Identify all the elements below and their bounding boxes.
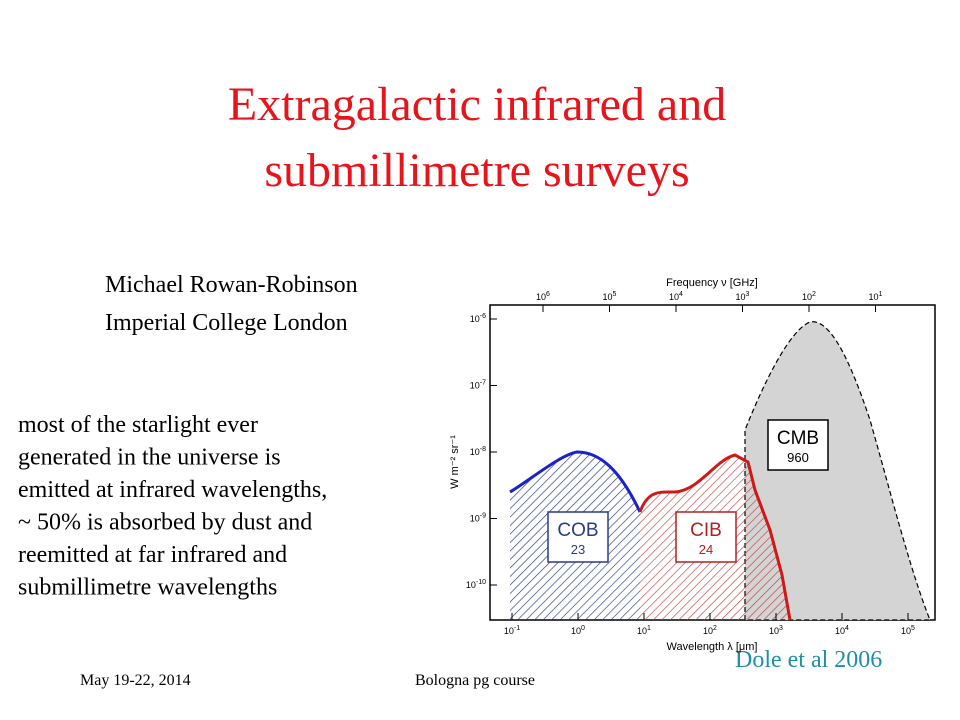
affiliation: Imperial College London xyxy=(105,310,348,336)
tick-exponent: 1 xyxy=(647,625,651,632)
top-tick-label: 102 xyxy=(802,291,816,302)
tick-base: 10 xyxy=(466,580,476,590)
tick-exponent: 3 xyxy=(746,291,750,298)
tick-exponent: -6 xyxy=(480,313,486,320)
tick-base: 10 xyxy=(669,292,679,302)
bottom-tick-label: 102 xyxy=(703,625,717,636)
tick-base: 10 xyxy=(703,626,713,636)
component-value: 23 xyxy=(571,542,585,557)
y-tick-label: 10-6 xyxy=(470,313,486,324)
tick-exponent: 5 xyxy=(613,291,617,298)
tick-base: 10 xyxy=(869,292,879,302)
title-line: Extragalactic infrared and xyxy=(228,78,726,131)
body-line: ~ 50% is absorbed by dust and xyxy=(18,510,312,536)
body-line: most of the starlight ever xyxy=(18,412,258,438)
tick-base: 10 xyxy=(504,626,514,636)
y-tick-label: 10-9 xyxy=(470,513,486,524)
body-line: emitted at infrared wavelengths, xyxy=(18,477,327,503)
component-name: CMB xyxy=(777,428,819,449)
cmb-area xyxy=(744,321,931,621)
footer-date: May 19-22, 2014 xyxy=(80,672,191,689)
top-tick-label: 101 xyxy=(869,291,883,302)
tick-exponent: -10 xyxy=(476,579,486,586)
tick-base: 10 xyxy=(769,626,779,636)
bottom-tick-label: 105 xyxy=(901,625,915,636)
y-axis-label: W m⁻² sr⁻¹ xyxy=(449,435,461,489)
author: Michael Rowan-Robinson xyxy=(105,272,358,298)
component-value: 960 xyxy=(787,450,809,465)
bottom-tick-label: 104 xyxy=(835,625,849,636)
body-text: most of the starlight ever generated in t… xyxy=(18,412,327,601)
top-tick-label: 103 xyxy=(736,291,750,302)
component-box xyxy=(547,511,609,563)
top-tick-label: 105 xyxy=(603,291,617,302)
tick-base: 10 xyxy=(736,292,746,302)
bottom-tick-label: 103 xyxy=(769,625,783,636)
tick-base: 10 xyxy=(571,626,581,636)
tick-exponent: 1 xyxy=(879,291,883,298)
bottom-axis-label: Wavelength λ [μm] xyxy=(667,641,758,653)
component-box xyxy=(675,511,737,563)
tick-base: 10 xyxy=(470,381,480,391)
tick-exponent: -7 xyxy=(480,380,486,387)
top-axis-label: Frequency ν [GHz] xyxy=(666,277,758,289)
tick-base: 10 xyxy=(637,626,647,636)
body-line: reemitted at far infrared and xyxy=(18,542,287,568)
body-line: submillimetre wavelengths xyxy=(18,575,277,601)
tick-exponent: 4 xyxy=(679,291,683,298)
component-name: COB xyxy=(557,520,598,541)
component-value: 24 xyxy=(699,542,713,557)
title-line: submillimetre surveys xyxy=(264,144,689,197)
y-tick-label: 10-8 xyxy=(470,446,486,457)
tick-base: 10 xyxy=(835,626,845,636)
tick-base: 10 xyxy=(470,514,480,524)
tick-base: 10 xyxy=(536,292,546,302)
tick-exponent: 2 xyxy=(812,291,816,298)
tick-base: 10 xyxy=(470,447,480,457)
citation: Dole et al 2006 xyxy=(735,647,882,673)
tick-base: 10 xyxy=(802,292,812,302)
bottom-tick-label: 10-1 xyxy=(504,625,520,636)
y-tick-label: 10-7 xyxy=(470,380,486,391)
cob-curve xyxy=(509,450,642,513)
bottom-tick-label: 101 xyxy=(637,625,651,636)
tick-base: 10 xyxy=(470,314,480,324)
footer-course: Bologna pg course xyxy=(415,672,535,689)
tick-exponent: 2 xyxy=(713,625,717,632)
tick-exponent: 6 xyxy=(546,291,550,298)
tick-exponent: 0 xyxy=(581,625,585,632)
component-box xyxy=(767,419,829,471)
top-tick-label: 104 xyxy=(669,291,683,302)
bottom-tick-label: 100 xyxy=(571,625,585,636)
tick-base: 10 xyxy=(603,292,613,302)
body-line: generated in the universe is xyxy=(18,445,281,471)
tick-exponent: -1 xyxy=(514,625,520,632)
tick-base: 10 xyxy=(901,626,911,636)
tick-exponent: 3 xyxy=(779,625,783,632)
component-name: CIB xyxy=(690,520,722,541)
tick-exponent: -8 xyxy=(480,446,486,453)
tick-exponent: -9 xyxy=(480,513,486,520)
tick-exponent: 5 xyxy=(911,625,915,632)
tick-exponent: 4 xyxy=(845,625,849,632)
cib-curve xyxy=(638,453,792,621)
y-tick-label: 10-10 xyxy=(466,579,486,590)
top-tick-label: 106 xyxy=(536,291,550,302)
